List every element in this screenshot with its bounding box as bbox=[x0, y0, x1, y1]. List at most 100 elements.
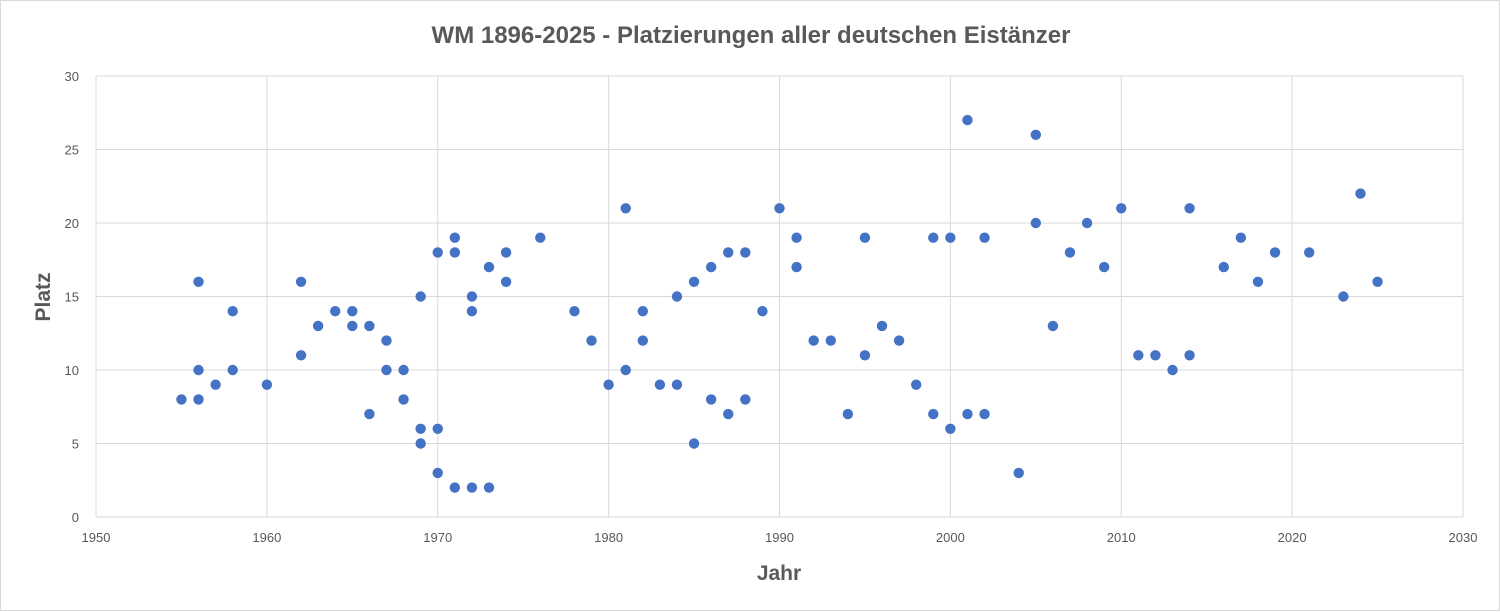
x-tick-label: 1950 bbox=[82, 530, 111, 545]
data-point bbox=[176, 394, 187, 405]
data-point bbox=[1081, 217, 1093, 229]
data-points bbox=[176, 114, 1383, 493]
data-point bbox=[723, 408, 734, 420]
data-point bbox=[825, 335, 836, 346]
data-point bbox=[1116, 203, 1127, 214]
y-tick-label: 15 bbox=[65, 290, 79, 305]
data-point bbox=[312, 320, 324, 332]
data-point bbox=[620, 203, 631, 214]
data-point bbox=[1013, 467, 1024, 479]
x-tick-label: 2020 bbox=[1278, 530, 1307, 545]
data-point bbox=[193, 394, 204, 405]
data-point bbox=[688, 276, 700, 287]
data-point bbox=[1372, 276, 1383, 287]
x-tick-label: 1960 bbox=[252, 530, 281, 545]
data-point bbox=[227, 364, 238, 376]
data-point bbox=[1304, 247, 1315, 258]
data-point bbox=[1338, 291, 1349, 302]
y-tick-label: 0 bbox=[72, 510, 79, 525]
data-point bbox=[1252, 276, 1264, 287]
data-point bbox=[740, 247, 751, 258]
data-point bbox=[1218, 261, 1229, 273]
gridlines bbox=[95, 75, 1464, 518]
data-point bbox=[893, 335, 905, 346]
data-point bbox=[432, 423, 443, 434]
x-tick-label: 2000 bbox=[936, 530, 965, 545]
data-point bbox=[1184, 350, 1195, 361]
data-point bbox=[774, 203, 785, 214]
chart-title: WM 1896-2025 - Platzierungen aller deuts… bbox=[432, 22, 1071, 49]
data-point bbox=[432, 247, 443, 258]
data-point bbox=[210, 379, 221, 390]
data-point bbox=[415, 291, 426, 302]
data-point bbox=[483, 482, 495, 493]
data-point bbox=[381, 335, 392, 346]
tick-labels: 1950 1960 1970 1980 1990 2000 2010 2020 20300510… bbox=[65, 69, 1478, 545]
data-point bbox=[962, 408, 973, 420]
data-point bbox=[1047, 320, 1059, 332]
data-point bbox=[979, 232, 990, 243]
y-tick-label: 30 bbox=[65, 69, 79, 84]
y-tick-label: 25 bbox=[65, 143, 79, 158]
data-point bbox=[637, 306, 648, 317]
data-point bbox=[1030, 129, 1042, 140]
data-point bbox=[791, 261, 802, 273]
data-point bbox=[415, 423, 426, 434]
data-point bbox=[1355, 188, 1366, 199]
data-point bbox=[569, 306, 580, 317]
data-point bbox=[295, 276, 307, 287]
data-point bbox=[911, 379, 922, 390]
data-point bbox=[330, 306, 341, 317]
y-tick-label: 20 bbox=[65, 216, 79, 231]
data-point bbox=[654, 379, 666, 390]
data-point bbox=[842, 408, 854, 420]
data-point bbox=[962, 114, 973, 126]
y-axis-title: Platz bbox=[32, 272, 55, 321]
x-axis-title: Jahr bbox=[757, 562, 801, 585]
data-point bbox=[740, 394, 751, 405]
data-point bbox=[876, 320, 888, 332]
data-point bbox=[398, 394, 409, 405]
data-point bbox=[620, 364, 631, 376]
data-point bbox=[449, 482, 461, 493]
data-point bbox=[193, 364, 204, 376]
data-point bbox=[1133, 350, 1144, 361]
data-point bbox=[415, 438, 426, 449]
data-point bbox=[483, 261, 495, 273]
data-point bbox=[1030, 217, 1042, 229]
data-point bbox=[193, 276, 204, 287]
data-point bbox=[432, 467, 443, 479]
x-tick-label: 1970 bbox=[423, 530, 452, 545]
data-point bbox=[808, 335, 819, 346]
data-point bbox=[295, 350, 307, 361]
data-point bbox=[500, 247, 512, 258]
y-tick-label: 5 bbox=[72, 437, 79, 452]
data-point bbox=[261, 379, 273, 390]
data-point bbox=[1184, 203, 1195, 214]
data-point bbox=[466, 291, 478, 302]
data-point bbox=[347, 306, 358, 317]
x-tick-label: 2030 bbox=[1449, 530, 1478, 545]
data-point bbox=[945, 232, 956, 243]
data-point bbox=[1235, 232, 1247, 243]
data-point bbox=[603, 379, 614, 390]
data-point bbox=[671, 291, 683, 302]
y-tick-label: 10 bbox=[65, 363, 79, 378]
data-point bbox=[637, 335, 648, 346]
x-tick-label: 1990 bbox=[765, 530, 794, 545]
x-tick-label: 2010 bbox=[1107, 530, 1136, 545]
data-point bbox=[671, 379, 683, 390]
data-point bbox=[928, 408, 939, 420]
data-point bbox=[723, 247, 734, 258]
data-point bbox=[1150, 350, 1161, 361]
data-point bbox=[945, 423, 956, 434]
data-point bbox=[705, 261, 717, 273]
data-point bbox=[466, 482, 478, 493]
data-point bbox=[227, 306, 238, 317]
data-point bbox=[381, 364, 392, 376]
data-point bbox=[1064, 247, 1076, 258]
data-point bbox=[979, 408, 990, 420]
data-point bbox=[347, 320, 358, 332]
